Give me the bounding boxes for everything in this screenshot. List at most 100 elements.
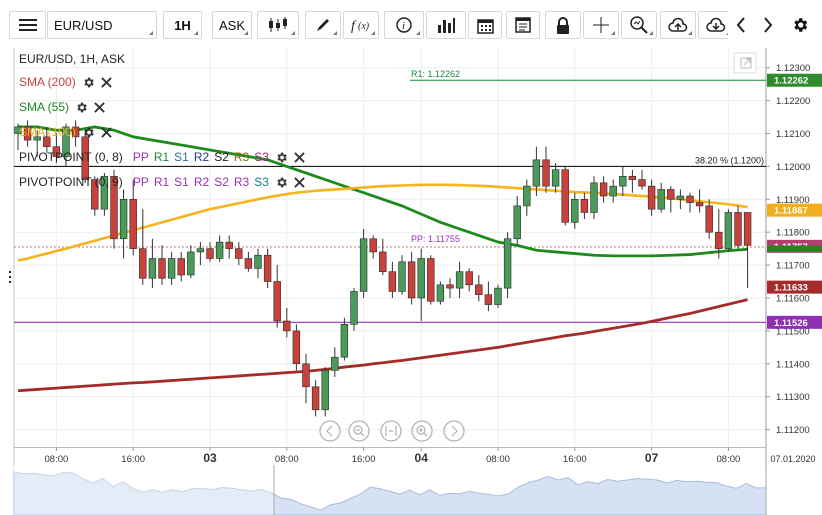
candle-body bbox=[283, 320, 291, 332]
candle-body bbox=[619, 175, 627, 187]
volume-button[interactable] bbox=[426, 11, 466, 39]
menu-button[interactable] bbox=[9, 11, 46, 39]
candle bbox=[91, 176, 99, 216]
candle-body bbox=[398, 261, 406, 292]
candle bbox=[43, 126, 51, 154]
candle bbox=[71, 120, 80, 147]
notes-button[interactable] bbox=[506, 11, 540, 39]
candle bbox=[398, 255, 406, 295]
upload-button[interactable] bbox=[660, 11, 696, 39]
close-icon[interactable] bbox=[100, 127, 112, 139]
candles-icon bbox=[269, 17, 287, 32]
candle bbox=[167, 251, 176, 285]
candle-body bbox=[676, 195, 685, 200]
candle-body bbox=[167, 258, 176, 279]
candle-body bbox=[743, 212, 752, 246]
candle bbox=[715, 209, 723, 259]
candle bbox=[100, 172, 109, 216]
candle bbox=[619, 166, 627, 197]
zoom-reset-button[interactable] bbox=[380, 420, 402, 442]
zoom-step-back-button[interactable] bbox=[319, 420, 341, 442]
y-tick-label: 1.12000 bbox=[776, 162, 810, 173]
candle-body bbox=[263, 254, 272, 282]
lock-button[interactable] bbox=[545, 11, 581, 39]
info-button[interactable]: i bbox=[384, 11, 424, 39]
scroll-handle-left[interactable] bbox=[8, 267, 12, 289]
pivot1-r2: R2 bbox=[193, 150, 210, 164]
candle bbox=[139, 209, 147, 285]
price-type-selector[interactable]: ASK bbox=[212, 11, 252, 39]
candle-body bbox=[321, 370, 329, 411]
candle-body bbox=[302, 363, 310, 388]
candle-body bbox=[465, 271, 473, 286]
candle bbox=[551, 163, 560, 193]
candle-body bbox=[475, 284, 483, 295]
pivot1-label: PIVOTPOINT (0, 8) bbox=[19, 150, 123, 164]
draw-tool-button[interactable] bbox=[305, 11, 341, 39]
candle-body bbox=[638, 179, 646, 187]
candle bbox=[734, 205, 742, 249]
candle bbox=[494, 284, 502, 308]
zoom-in-button[interactable] bbox=[411, 420, 433, 442]
candle bbox=[235, 242, 243, 266]
gear-icon[interactable] bbox=[275, 151, 288, 164]
fullscreen-icon[interactable] bbox=[733, 52, 757, 74]
candle bbox=[331, 347, 339, 377]
close-icon[interactable] bbox=[294, 177, 305, 189]
candle-body bbox=[14, 126, 22, 134]
zoom-controls bbox=[319, 420, 465, 442]
candle bbox=[628, 169, 637, 193]
candle bbox=[206, 242, 214, 262]
navigator-panel[interactable] bbox=[13, 465, 767, 515]
candle bbox=[609, 179, 617, 203]
price-chart[interactable]: R1: 1.12262 38.20 % (1.1200) PP: 1.11755 1… bbox=[0, 48, 822, 515]
candle-body bbox=[369, 238, 377, 253]
candle bbox=[129, 179, 137, 256]
zoom-step-forward-button[interactable] bbox=[443, 420, 465, 442]
settings-button[interactable] bbox=[785, 11, 815, 39]
candle bbox=[52, 133, 61, 164]
x-tick-label: 08:00 bbox=[486, 454, 510, 465]
close-icon[interactable] bbox=[94, 102, 105, 114]
price-tag bbox=[767, 280, 822, 294]
pivot2-s1: S1 bbox=[174, 175, 189, 189]
chart-type-button[interactable] bbox=[257, 11, 299, 39]
candle-body bbox=[71, 126, 80, 138]
gear-icon[interactable] bbox=[82, 76, 95, 89]
candle bbox=[657, 182, 665, 213]
candle-body bbox=[350, 291, 358, 325]
zoom-button[interactable] bbox=[621, 11, 657, 39]
close-icon[interactable] bbox=[294, 152, 305, 164]
x-tick-label: 16:00 bbox=[563, 454, 587, 465]
candle-body bbox=[187, 251, 195, 276]
candle bbox=[263, 248, 272, 289]
timeframe-label: 1H bbox=[174, 17, 191, 33]
gear-icon[interactable] bbox=[275, 176, 288, 189]
candle-body bbox=[523, 185, 531, 207]
gear-icon[interactable] bbox=[75, 101, 88, 114]
candle-body bbox=[590, 182, 598, 213]
zoom-out-button[interactable] bbox=[348, 420, 370, 442]
candle-body bbox=[340, 323, 349, 358]
scroll-right-button[interactable] bbox=[756, 11, 780, 39]
timeframe-selector[interactable]: 1H bbox=[163, 11, 202, 39]
candle-body bbox=[724, 212, 733, 249]
candle bbox=[455, 261, 464, 298]
svg-text:(x): (x) bbox=[358, 21, 370, 32]
gear-icon[interactable] bbox=[82, 126, 95, 139]
scroll-left-button[interactable] bbox=[728, 11, 754, 39]
candle bbox=[523, 179, 531, 216]
indicators-button[interactable]: f (x) bbox=[343, 11, 379, 39]
candle bbox=[14, 123, 22, 150]
symbol-selector[interactable]: EUR/USD bbox=[47, 11, 157, 39]
close-icon[interactable] bbox=[100, 77, 112, 89]
candle-body bbox=[542, 159, 550, 187]
calendar-button[interactable] bbox=[468, 11, 502, 39]
crosshair-button[interactable] bbox=[583, 11, 619, 39]
candle bbox=[292, 324, 301, 371]
candle bbox=[724, 209, 733, 252]
candle-body bbox=[100, 175, 109, 210]
candle-body bbox=[417, 258, 425, 299]
candle-body bbox=[62, 126, 70, 157]
sma55-line bbox=[18, 125, 748, 258]
